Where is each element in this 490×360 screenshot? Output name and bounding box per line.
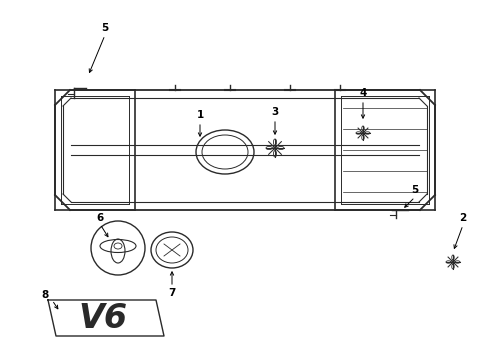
- Text: 8: 8: [41, 290, 49, 300]
- Text: 2: 2: [460, 213, 466, 223]
- Text: 3: 3: [271, 107, 279, 117]
- Text: 6: 6: [97, 213, 103, 223]
- Text: 5: 5: [101, 23, 109, 33]
- Text: 1: 1: [196, 110, 204, 120]
- Text: 7: 7: [168, 288, 176, 298]
- Text: 5: 5: [412, 185, 418, 195]
- Text: 4: 4: [359, 88, 367, 98]
- Text: V6: V6: [78, 302, 127, 336]
